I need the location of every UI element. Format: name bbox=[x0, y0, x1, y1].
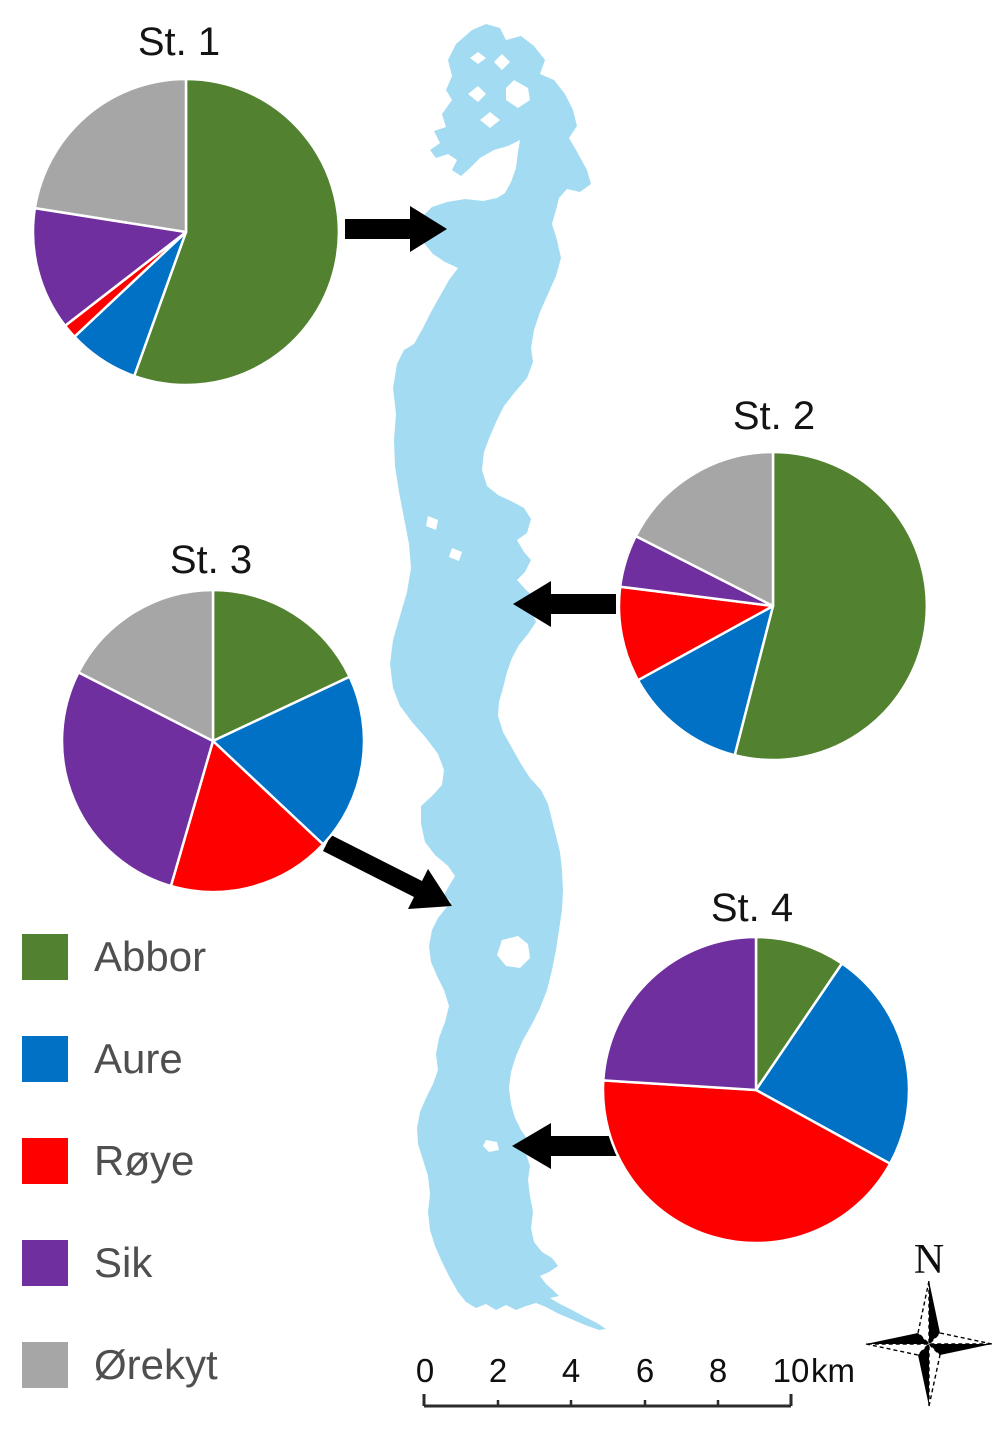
legend-swatch-abbor bbox=[22, 934, 68, 980]
scale-label-4: 4 bbox=[561, 1352, 581, 1389]
arrow-to-station-4 bbox=[512, 1123, 618, 1169]
pie-slice-røye bbox=[617, 585, 775, 682]
pie-slice-abbor bbox=[132, 77, 341, 387]
pie-slice-ørekyt bbox=[77, 588, 215, 743]
scale-label-8: 8 bbox=[708, 1352, 728, 1389]
pie-slice-sik bbox=[31, 206, 188, 328]
legend-swatch-orekyt bbox=[22, 1342, 68, 1388]
legend-swatch-sik bbox=[22, 1240, 68, 1286]
north-arrow: N bbox=[865, 1237, 993, 1407]
pie-st-2 bbox=[617, 450, 929, 762]
lake-shape bbox=[390, 24, 606, 1330]
pie-slice-abbor bbox=[211, 588, 351, 743]
pie-st-3 bbox=[60, 588, 366, 894]
north-label: N bbox=[914, 1237, 944, 1283]
legend-label-abbor: Abbor bbox=[94, 933, 207, 980]
scale-label-10: 10 bbox=[772, 1352, 810, 1389]
legend-swatch-aure bbox=[22, 1036, 68, 1082]
legend-item-roye: Røye bbox=[22, 1137, 218, 1185]
legend-item-orekyt: Ørekyt bbox=[22, 1341, 218, 1389]
legend-label-orekyt: Ørekyt bbox=[94, 1341, 218, 1388]
scale-label-2: 2 bbox=[488, 1352, 508, 1389]
pie-title-station-3: St. 3 bbox=[169, 538, 253, 582]
pie-st-1 bbox=[31, 77, 341, 387]
legend-label-roye: Røye bbox=[94, 1137, 195, 1184]
station-pie-charts bbox=[31, 77, 929, 1245]
pie-slice-sik bbox=[602, 935, 758, 1092]
pie-title-station-1: St. 1 bbox=[137, 20, 221, 64]
scale-label-0: 0 bbox=[415, 1352, 435, 1389]
legend-item-sik: Sik bbox=[22, 1239, 218, 1287]
pie-slice-sik bbox=[60, 671, 215, 888]
scale-label-6: 6 bbox=[635, 1352, 655, 1389]
arrow-to-station-2 bbox=[513, 581, 616, 627]
legend-swatch-roye bbox=[22, 1138, 68, 1184]
legend-label-aure: Aure bbox=[94, 1035, 183, 1082]
pie-slice-aure bbox=[636, 604, 775, 757]
pie-slice-ørekyt bbox=[33, 77, 188, 234]
pie-slice-aure bbox=[754, 962, 911, 1165]
legend: Abbor Aure Røye Sik Ørekyt bbox=[22, 933, 218, 1443]
pie-slice-aure bbox=[211, 675, 366, 846]
pie-slice-abbor bbox=[733, 450, 929, 762]
pie-title-station-4: St. 4 bbox=[710, 886, 794, 930]
compass-star-icon bbox=[865, 1280, 993, 1407]
legend-item-abbor: Abbor bbox=[22, 933, 218, 981]
scale-bar-ticks bbox=[422, 1394, 793, 1408]
legend-label-sik: Sik bbox=[94, 1239, 153, 1286]
scale-unit: km bbox=[811, 1352, 855, 1389]
legend-item-aure: Aure bbox=[22, 1035, 218, 1083]
arrow-to-station-1 bbox=[345, 206, 447, 252]
pie-st-4 bbox=[601, 935, 911, 1245]
pie-slice-røye bbox=[169, 739, 325, 894]
pie-slice-ørekyt bbox=[634, 450, 775, 608]
pie-slice-abbor bbox=[754, 935, 844, 1092]
pie-title-station-2: St. 2 bbox=[732, 394, 816, 438]
arrow-to-station-3 bbox=[323, 835, 452, 909]
pie-slice-røye bbox=[601, 1079, 892, 1245]
